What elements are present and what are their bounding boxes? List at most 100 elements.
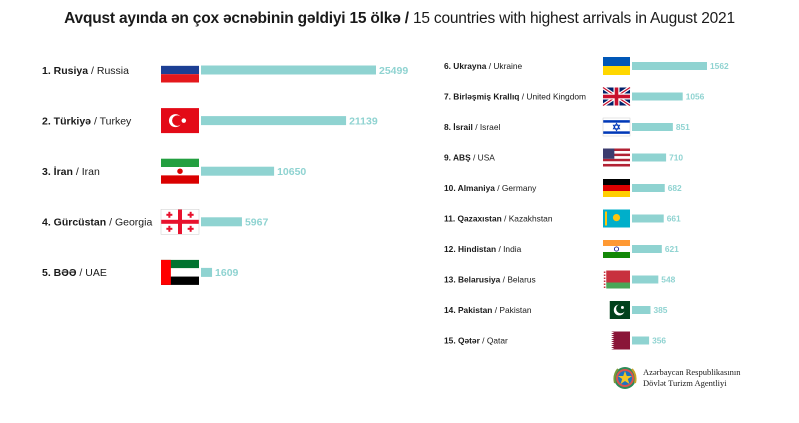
country-name-az: 6. Ukrayna (444, 61, 487, 71)
country-name-en: / Qatar (480, 336, 508, 346)
country-row: 7. Birləşmiş Krallıq / United Kingdom 105… (444, 86, 705, 107)
category-label: 8. İsrail / Israel (444, 122, 500, 132)
category-label: 15. Qətər / Qatar (444, 336, 508, 346)
country-row: 3. İran / Iran 10650 (42, 158, 306, 184)
country-name-en: / India (496, 244, 521, 254)
data-label: 621 (665, 244, 679, 254)
india-flag (603, 240, 630, 258)
country-row: 12. Hindistan / India 621 (444, 240, 679, 258)
country-name-en: / Turkey (91, 115, 132, 127)
pakistan-flag (603, 301, 630, 319)
data-label: 21139 (349, 115, 378, 127)
bar (632, 184, 665, 192)
bar (201, 217, 242, 227)
country-row: 5. BƏƏ / UAE 1609 (42, 259, 239, 285)
country-row: 4. Gürcüstan / Georgia 5967 (42, 209, 269, 235)
ukraine-flag (603, 57, 630, 75)
country-name-az: 2. Türkiyə (42, 115, 91, 127)
bar (201, 166, 275, 176)
source-credit: Azərbaycan Respublikasının Dövlət Turizm… (612, 364, 792, 394)
data-label: 385 (653, 305, 667, 315)
country-name-en: / Pakistan (492, 305, 531, 315)
data-label: 661 (667, 214, 681, 224)
country-row: 10. Almaniya / Germany 682 (444, 179, 682, 197)
category-label: 11. Qazaxıstan / Kazakhstan (444, 214, 553, 224)
country-name-az: 1. Rusiya (42, 65, 88, 77)
russia-flag (161, 57, 199, 83)
data-label: 1562 (710, 61, 729, 71)
category-label: 9. ABŞ / USA (444, 153, 495, 163)
country-name-en: / UAE (77, 267, 107, 279)
country-name-az: 4. Gürcüstan (42, 217, 106, 229)
chart-title-az: Avqust ayında ən çox əcnəbinin gəldiyi 1… (64, 10, 409, 27)
qatar-flag (603, 331, 630, 350)
country-row: 14. Pakistan / Pakistan 385 (444, 301, 668, 319)
country-name-en: / USA (471, 153, 496, 163)
bar (201, 267, 213, 277)
bar (632, 275, 659, 284)
country-row: 2. Türkiyə / Turkey 21139 (42, 108, 378, 134)
data-label: 710 (669, 153, 683, 163)
israel-flag (602, 117, 631, 137)
country-name-en: / Israel (473, 122, 501, 132)
uae-flag (161, 259, 199, 285)
data-label: 682 (668, 183, 682, 193)
credit-line-2: Dövlət Turizm Agentliyi (643, 378, 727, 388)
data-label: 1609 (215, 267, 239, 279)
country-name-en: / Ukraine (486, 61, 522, 71)
country-name-az: 14. Pakistan (444, 305, 492, 315)
germany-flag (603, 179, 630, 197)
category-label: 14. Pakistan / Pakistan (444, 305, 532, 315)
kazakhstan-flag (603, 209, 630, 228)
bar (632, 214, 664, 223)
country-name-az: 10. Almaniya (444, 183, 495, 193)
usa-flag (603, 148, 630, 167)
bar (201, 65, 376, 75)
country-name-en: / Germany (495, 183, 537, 193)
country-name-az: 7. Birləşmiş Krallıq (444, 92, 519, 102)
country-name-az: 8. İsrail (444, 122, 473, 132)
category-label: 5. BƏƏ / UAE (42, 267, 107, 279)
category-label: 6. Ukrayna / Ukraine (444, 61, 523, 71)
data-label: 356 (652, 336, 666, 346)
country-row: 8. İsrail / Israel 851 (444, 117, 690, 137)
data-label: 851 (676, 122, 690, 132)
data-label: 10650 (277, 166, 306, 178)
bar (632, 92, 683, 101)
bar (632, 306, 651, 314)
country-name-en: / Russia (88, 65, 129, 77)
turkey-flag (161, 108, 199, 134)
bar (632, 153, 667, 162)
country-name-az: 11. Qazaxıstan (444, 214, 502, 224)
country-name-az: 15. Qətər (444, 336, 481, 346)
data-label: 548 (661, 275, 675, 285)
country-row: 9. ABŞ / USA 710 (444, 148, 683, 167)
georgia-flag (160, 209, 200, 235)
data-label: 5967 (245, 217, 269, 229)
country-name-en: / Belarus (500, 275, 535, 285)
credit-line-1: Azərbaycan Respublikasının (643, 367, 741, 377)
data-label: 1056 (686, 92, 705, 102)
country-name-en: / Iran (73, 166, 100, 178)
country-name-az: 9. ABŞ (444, 153, 471, 163)
category-label: 7. Birləşmiş Krallıq / United Kingdom (444, 92, 586, 102)
country-name-en: / Georgia (106, 217, 152, 229)
chart-title: Avqust ayında ən çox əcnəbinin gəldiyi 1… (0, 10, 799, 28)
category-label: 12. Hindistan / India (444, 244, 522, 254)
category-label: 4. Gürcüstan / Georgia (42, 217, 152, 229)
country-name-en: / United Kingdom (519, 92, 586, 102)
category-label: 2. Türkiyə / Turkey (42, 115, 132, 127)
country-row: 13. Belarusiya / Belarus 548 (444, 270, 676, 289)
category-label: 3. İran / Iran (42, 165, 100, 178)
bar (632, 62, 707, 70)
country-name-az: 13. Belarusiya (444, 275, 501, 285)
country-name-az: 12. Hindistan (444, 244, 496, 254)
chart-title-en: 15 countries with highest arrivals in Au… (408, 10, 735, 27)
country-row: 1. Rusiya / Russia 25499 (42, 57, 408, 83)
country-name-en: / Kazakhstan (502, 214, 553, 224)
data-label: 25499 (379, 65, 408, 77)
uk-flag (602, 86, 631, 107)
country-row: 11. Qazaxıstan / Kazakhstan 661 (444, 209, 681, 228)
category-label: 1. Rusiya / Russia (42, 65, 129, 77)
